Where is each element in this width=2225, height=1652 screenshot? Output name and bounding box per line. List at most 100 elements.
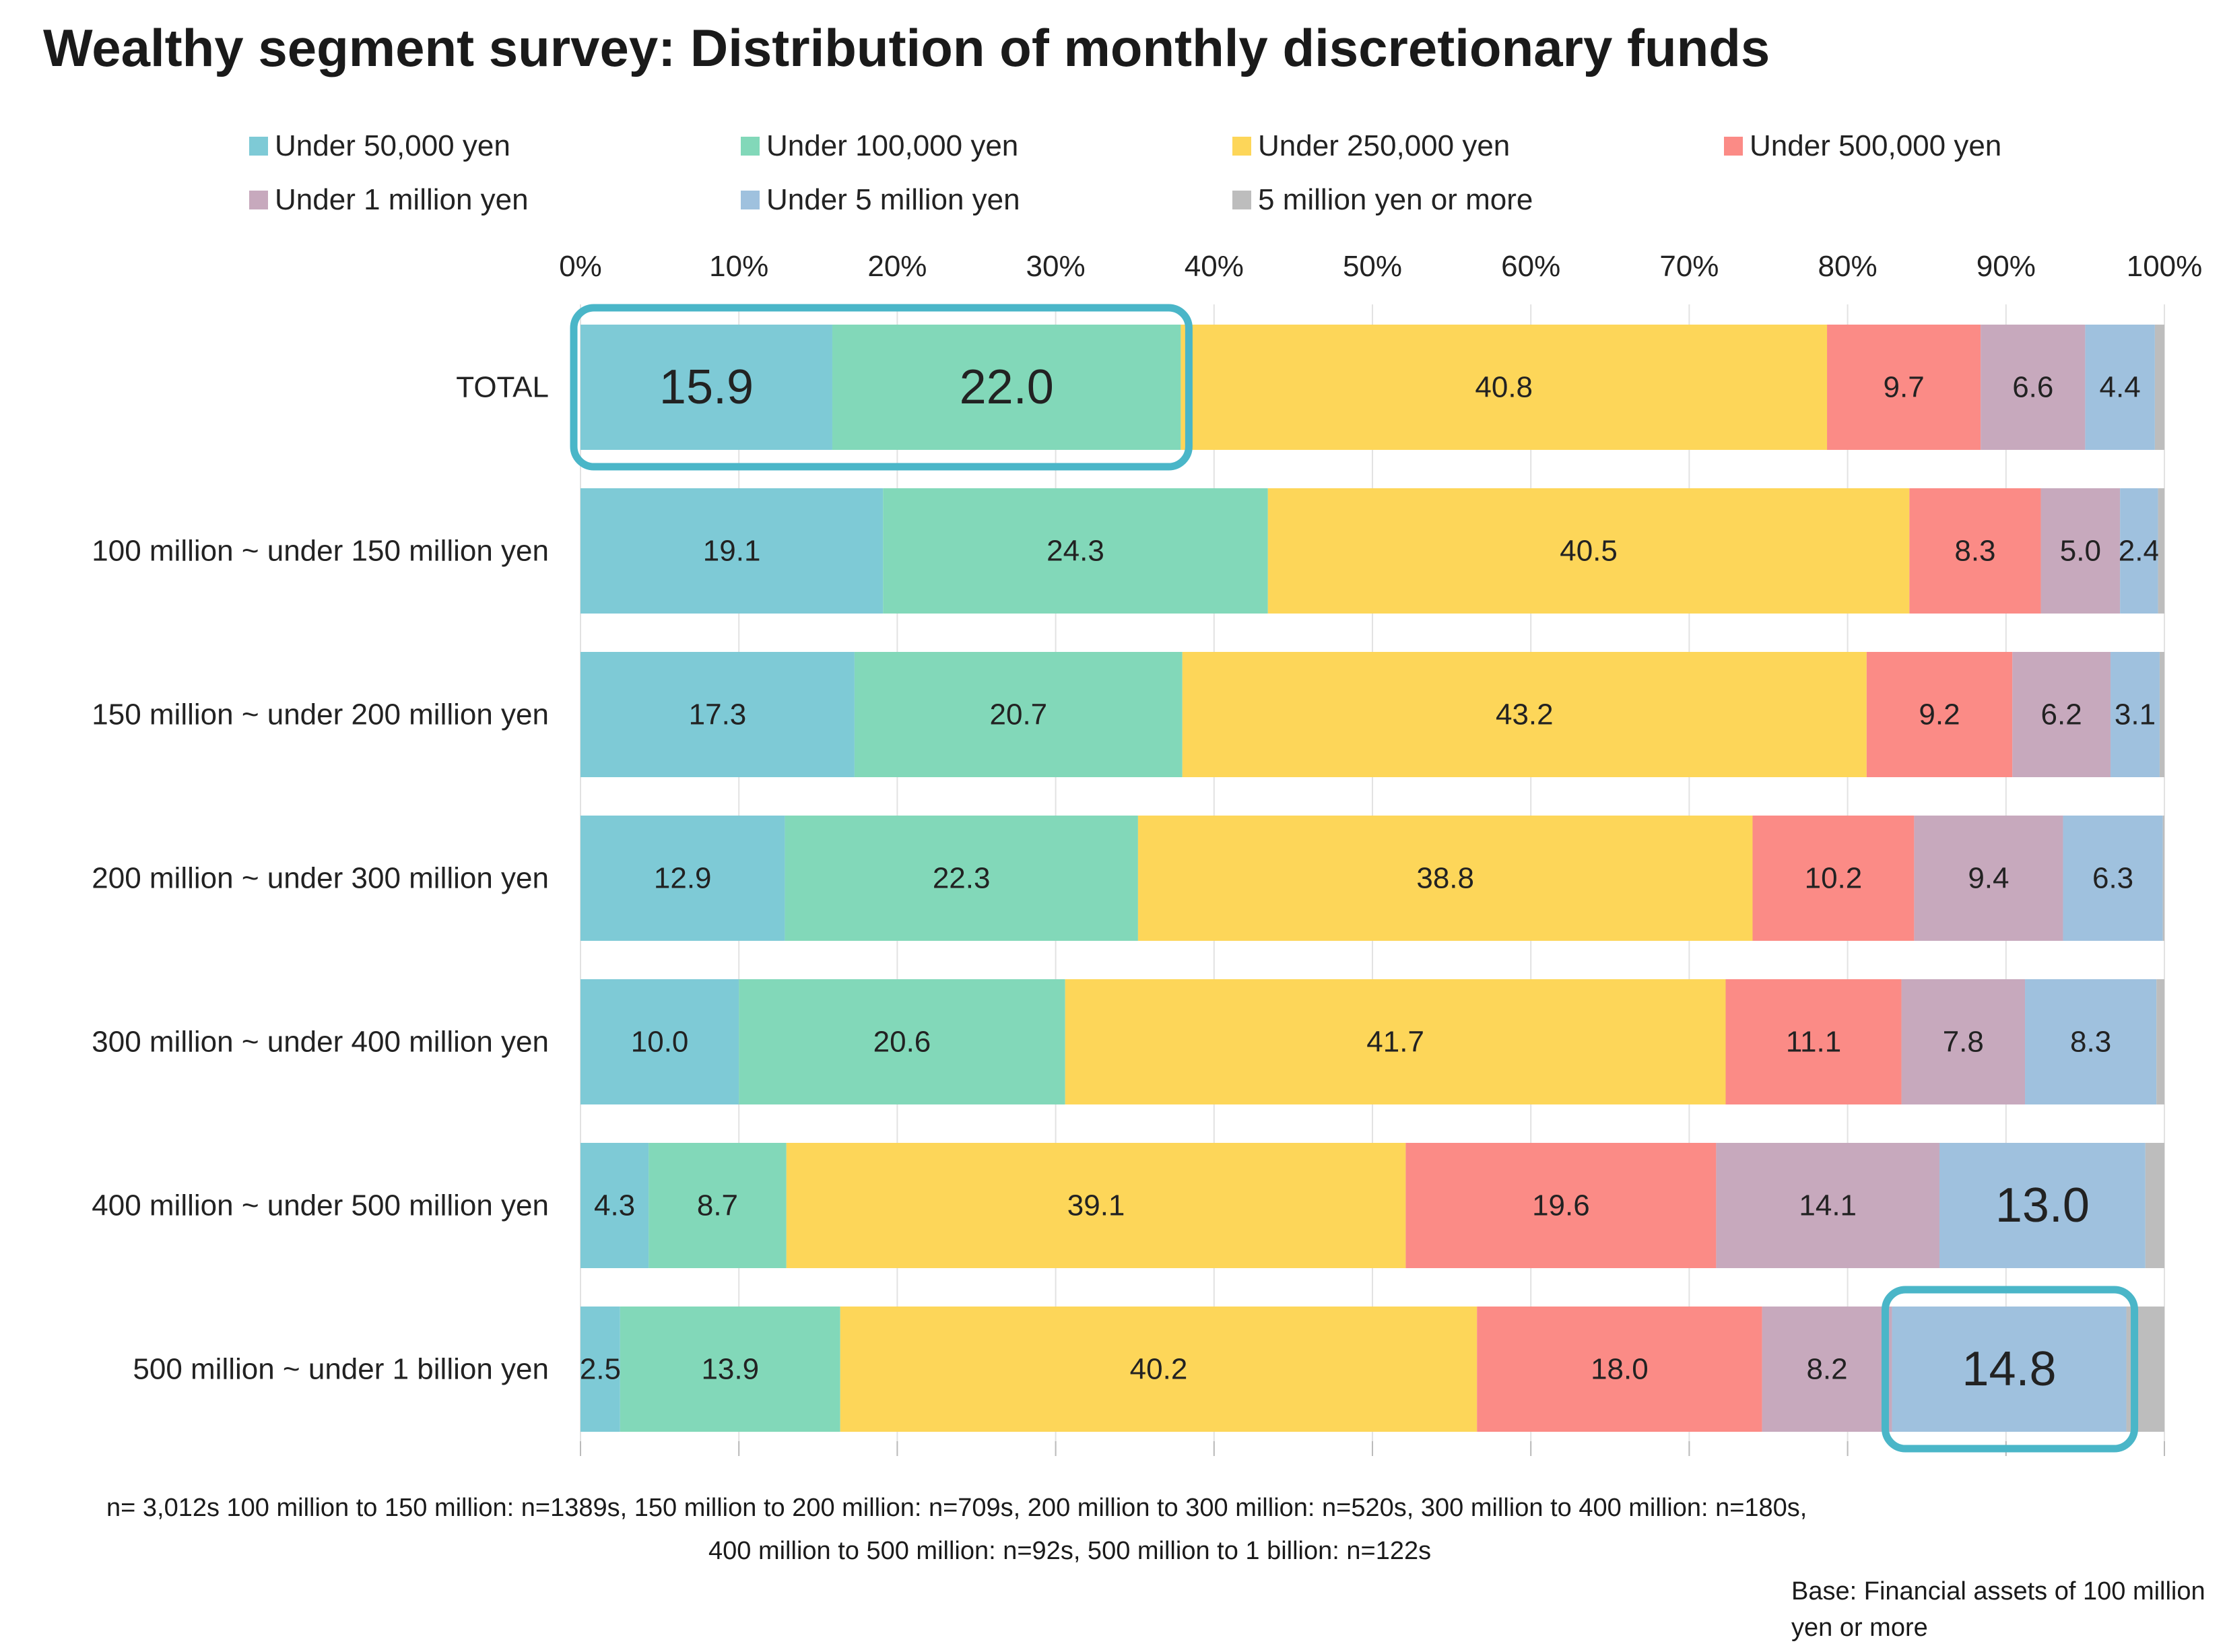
category-label: 500 million ~ under 1 billion yen bbox=[133, 1353, 549, 1386]
data-label: 11.1 bbox=[1786, 1026, 1841, 1059]
x-tick-label: 60% bbox=[1501, 250, 1560, 283]
legend-swatch bbox=[249, 137, 268, 156]
data-label: 4.3 bbox=[594, 1189, 635, 1222]
sample-size-footnote-continued: 400 million to 500 million: n=92s, 500 m… bbox=[708, 1537, 1432, 1565]
data-label: 13.0 bbox=[1995, 1179, 2090, 1232]
bar-segment bbox=[2156, 979, 2164, 1104]
category-label: 300 million ~ under 400 million yen bbox=[92, 1026, 549, 1059]
category-label: 400 million ~ under 500 million yen bbox=[92, 1189, 549, 1222]
x-tick-label: 80% bbox=[1818, 250, 1878, 283]
bar-segment bbox=[1901, 979, 2026, 1104]
sample-size-footnote: n= 3,012s 100 million to 150 million: n=… bbox=[106, 1494, 1807, 1522]
bar-segment bbox=[1716, 1143, 1940, 1268]
bar-segment bbox=[786, 1143, 1406, 1268]
data-label: 20.6 bbox=[873, 1026, 931, 1059]
bar-segment bbox=[580, 1307, 620, 1432]
data-label: 7.8 bbox=[1943, 1026, 1984, 1059]
bar-segment bbox=[2159, 652, 2164, 777]
bar-segment bbox=[785, 816, 1138, 941]
bar-segment bbox=[1981, 325, 2086, 450]
bar-segment bbox=[2012, 652, 2111, 777]
data-label: 2.4 bbox=[2119, 535, 2160, 568]
legend-label: Under 100,000 yen bbox=[766, 129, 1019, 162]
bar-segment bbox=[1405, 1143, 1717, 1268]
legend-swatch bbox=[741, 137, 760, 156]
legend-swatch bbox=[249, 191, 268, 209]
bar-segment bbox=[1866, 652, 2013, 777]
data-label: 14.8 bbox=[1962, 1342, 2056, 1396]
legend-item: Under 5 million yen bbox=[741, 183, 1020, 217]
data-label: 38.8 bbox=[1416, 862, 1474, 895]
data-label: 10.0 bbox=[631, 1026, 689, 1059]
data-label: 17.3 bbox=[689, 698, 747, 731]
bar-segment bbox=[580, 979, 739, 1104]
category-label: 150 million ~ under 200 million yen bbox=[92, 698, 549, 731]
data-label: 14.1 bbox=[1799, 1189, 1857, 1222]
bar-segment bbox=[1762, 1307, 1892, 1432]
bar-segment bbox=[2040, 488, 2121, 614]
legend-label: Under 1 million yen bbox=[275, 183, 529, 216]
x-tick-label: 10% bbox=[709, 250, 768, 283]
bar-segment bbox=[1181, 325, 1828, 450]
data-label: 39.1 bbox=[1067, 1189, 1125, 1222]
bar-segment bbox=[1725, 979, 1902, 1104]
bar-segment bbox=[1137, 816, 1753, 941]
bar-segment bbox=[580, 1143, 649, 1268]
bar-segment bbox=[1182, 652, 1867, 777]
bar-segment bbox=[2025, 979, 2157, 1104]
data-label: 19.1 bbox=[703, 535, 761, 568]
data-label: 19.6 bbox=[1532, 1189, 1590, 1222]
x-tick-label: 50% bbox=[1343, 250, 1402, 283]
bar-segment bbox=[1267, 488, 1910, 614]
data-label: 9.2 bbox=[1919, 698, 1960, 731]
bar-segment bbox=[1065, 979, 1726, 1104]
bar-segment bbox=[2145, 1143, 2164, 1268]
bar-segment bbox=[580, 652, 855, 777]
data-label: 43.2 bbox=[1496, 698, 1554, 731]
bar-segment bbox=[854, 652, 1183, 777]
data-label: 24.3 bbox=[1047, 535, 1104, 568]
data-label: 8.7 bbox=[697, 1189, 738, 1222]
x-tick-label: 100% bbox=[2127, 250, 2203, 283]
bar-segment bbox=[1892, 1307, 2127, 1432]
legend-item: Under 500,000 yen bbox=[1724, 129, 2001, 163]
data-label: 5.0 bbox=[2060, 535, 2101, 568]
bar-segment bbox=[580, 488, 884, 614]
highlight-box bbox=[570, 304, 1193, 471]
bar-segment bbox=[649, 1143, 787, 1268]
data-label: 40.2 bbox=[1130, 1353, 1188, 1386]
data-label: 41.7 bbox=[1366, 1026, 1424, 1059]
legend-swatch bbox=[1232, 137, 1251, 156]
bar-segment bbox=[2085, 325, 2155, 450]
data-label: 3.1 bbox=[2115, 698, 2156, 731]
data-label: 4.4 bbox=[2100, 371, 2141, 404]
bar-segment bbox=[1939, 1143, 2146, 1268]
legend-swatch bbox=[741, 191, 760, 209]
bar-segment bbox=[2162, 816, 2164, 941]
legend-label: Under 5 million yen bbox=[766, 183, 1020, 216]
legend-item: Under 1 million yen bbox=[249, 183, 529, 217]
data-label: 6.3 bbox=[2092, 862, 2133, 895]
bar-segment bbox=[580, 816, 785, 941]
bar-segment bbox=[580, 325, 832, 450]
data-label: 22.3 bbox=[933, 862, 991, 895]
data-label: 8.3 bbox=[2070, 1026, 2111, 1059]
category-label: 200 million ~ under 300 million yen bbox=[92, 862, 549, 895]
legend-label: 5 million yen or more bbox=[1258, 183, 1533, 216]
data-label: 15.9 bbox=[659, 360, 754, 414]
bar-segment bbox=[2111, 652, 2160, 777]
legend-item: Under 50,000 yen bbox=[249, 129, 510, 163]
legend-label: Under 250,000 yen bbox=[1258, 129, 1510, 162]
bar-segment bbox=[1909, 488, 2041, 614]
bar-segment bbox=[2158, 488, 2164, 614]
bar-segment bbox=[2063, 816, 2163, 941]
data-label: 18.0 bbox=[1591, 1353, 1649, 1386]
category-label: TOTAL bbox=[456, 371, 549, 404]
data-label: 20.7 bbox=[990, 698, 1048, 731]
data-label: 9.4 bbox=[1968, 862, 2009, 895]
bar-segment bbox=[832, 325, 1181, 450]
legend-item: Under 250,000 yen bbox=[1232, 129, 1510, 163]
x-tick-label: 30% bbox=[1026, 250, 1086, 283]
data-label: 8.3 bbox=[1954, 535, 1995, 568]
data-label: 10.2 bbox=[1805, 862, 1863, 895]
